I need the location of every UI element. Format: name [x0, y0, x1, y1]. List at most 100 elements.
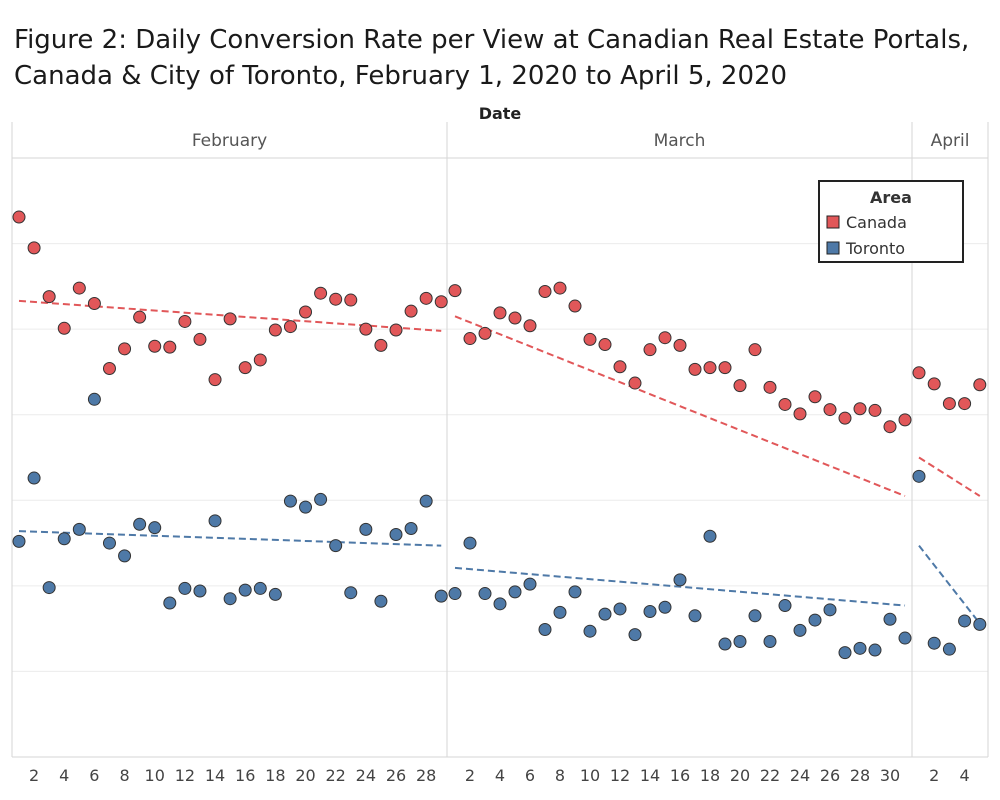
x-tick-label: 12 [610, 766, 630, 785]
x-tick-label: 14 [205, 766, 225, 785]
data-point-canada [583, 332, 597, 346]
x-tick-label: 16 [670, 766, 690, 785]
data-point-toronto [912, 469, 926, 483]
data-point-canada [973, 378, 987, 392]
data-point-canada [419, 291, 433, 305]
data-point-canada [793, 407, 807, 421]
data-point-canada [523, 319, 537, 333]
data-points [12, 210, 987, 660]
panel-header-march: March [654, 131, 706, 151]
data-point-canada [329, 292, 343, 306]
data-point-toronto [808, 613, 822, 627]
legend-box [818, 180, 964, 263]
data-point-toronto [178, 581, 192, 595]
data-point-toronto [238, 583, 252, 597]
x-tick-label: 22 [326, 766, 346, 785]
data-point-toronto [478, 587, 492, 601]
data-point-toronto [329, 539, 343, 553]
data-point-canada [808, 390, 822, 404]
data-point-toronto [404, 522, 418, 536]
data-point-toronto [193, 584, 207, 598]
data-point-canada [598, 338, 612, 352]
data-point-toronto [344, 586, 358, 600]
data-point-toronto [703, 529, 717, 543]
data-point-canada [853, 402, 867, 416]
data-point-toronto [163, 596, 177, 610]
x-tick-label: 28 [850, 766, 870, 785]
data-point-canada [434, 295, 448, 309]
data-point-canada [658, 331, 672, 345]
data-point-canada [478, 326, 492, 340]
data-point-canada [163, 340, 177, 354]
panel-headers: February March April [192, 131, 970, 151]
data-point-toronto [538, 622, 552, 636]
x-tick-label: 30 [880, 766, 900, 785]
data-point-toronto [718, 637, 732, 651]
data-point-toronto [658, 600, 672, 614]
data-point-toronto [973, 617, 987, 631]
data-point-toronto [223, 592, 237, 606]
trend-lines [18, 299, 981, 625]
trend-line-canada [918, 456, 981, 497]
data-point-canada [748, 343, 762, 357]
data-point-canada [238, 361, 252, 375]
data-point-toronto [493, 597, 507, 611]
data-point-toronto [208, 514, 222, 528]
x-tick-label: 2 [465, 766, 475, 785]
data-point-canada [838, 411, 852, 425]
data-point-toronto [359, 522, 373, 536]
data-point-canada [912, 366, 926, 380]
data-point-canada [688, 362, 702, 376]
x-tick-label: 10 [580, 766, 600, 785]
data-point-toronto [133, 517, 147, 531]
x-tick-label: 10 [145, 766, 165, 785]
data-point-toronto [793, 623, 807, 637]
x-tick-label: 26 [820, 766, 840, 785]
data-point-canada [643, 343, 657, 357]
data-point-canada [448, 284, 462, 298]
data-point-toronto [568, 585, 582, 599]
data-point-canada [538, 284, 552, 298]
data-point-toronto [102, 536, 116, 550]
data-point-canada [703, 361, 717, 375]
data-point-toronto [613, 602, 627, 616]
data-point-canada [314, 286, 328, 300]
data-point-canada [72, 281, 86, 295]
data-point-canada [208, 373, 222, 387]
data-point-toronto [389, 528, 403, 542]
data-point-toronto [583, 624, 597, 638]
data-point-toronto [12, 534, 26, 548]
data-point-canada [868, 403, 882, 417]
trend-line-toronto [18, 530, 442, 547]
data-point-toronto [448, 587, 462, 601]
x-tick-label: 4 [960, 766, 970, 785]
legend-swatch-canada [826, 215, 840, 229]
data-point-canada [42, 290, 56, 304]
legend-label-canada: Canada [846, 213, 907, 232]
x-tick-labels: 2 4 6 8 10 12 14 16 18 20 22 24 26 28 2 4 6 8 10 12 14 16 18 20… [29, 766, 970, 785]
data-point-toronto [374, 594, 388, 608]
data-point-toronto [868, 643, 882, 657]
x-tick-label: 12 [175, 766, 195, 785]
x-tick-label: 14 [640, 766, 660, 785]
data-point-canada [958, 397, 972, 411]
x-tick-label: 24 [790, 766, 810, 785]
x-tick-label: 24 [356, 766, 376, 785]
data-point-canada [178, 314, 192, 328]
data-point-toronto [27, 471, 41, 485]
x-tick-label: 20 [295, 766, 315, 785]
chart-title: Figure 2: Daily Conversion Rate per View… [14, 25, 970, 91]
data-point-canada [823, 403, 837, 417]
data-point-toronto [118, 549, 132, 563]
data-point-canada [463, 332, 477, 346]
data-point-canada [148, 339, 162, 353]
panel-header-april: April [931, 131, 970, 151]
x-tick-label: 2 [29, 766, 39, 785]
legend-label-toronto: Toronto [845, 239, 905, 258]
data-point-canada [883, 420, 897, 434]
data-point-canada [718, 361, 732, 375]
data-point-toronto [733, 634, 747, 648]
data-point-canada [628, 376, 642, 390]
data-point-canada [359, 322, 373, 336]
data-point-toronto [72, 522, 86, 536]
